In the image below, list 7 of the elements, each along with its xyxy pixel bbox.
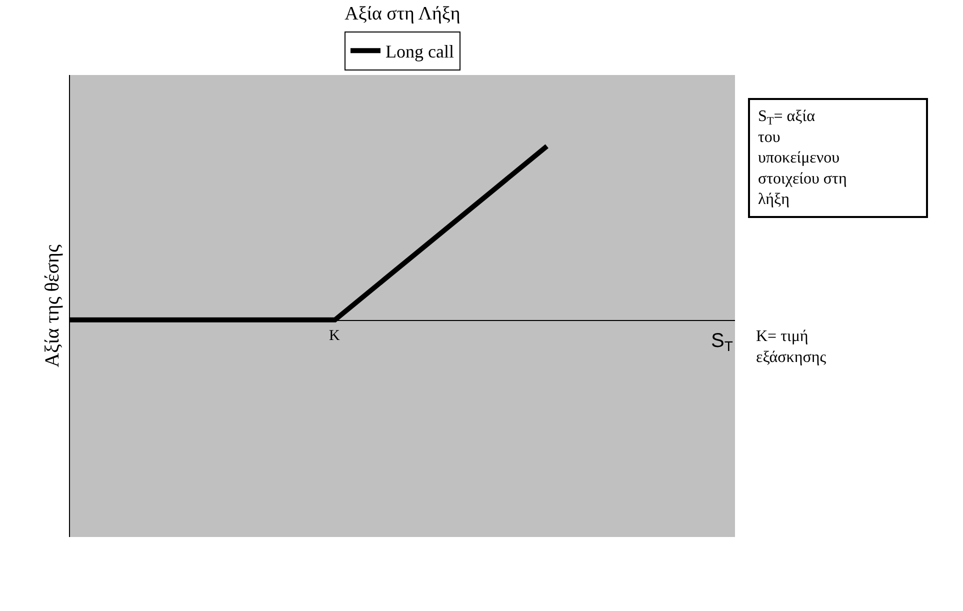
y-axis-title: Αξία της θέσης: [42, 244, 64, 368]
annotation: K: [329, 328, 340, 344]
text: S$_{T}$= αξία του υποκείμενου στοιχείου στη λήξη: [758, 108, 847, 208]
text: K= τιμή εξάσκησης: [756, 328, 827, 366]
legend-label: Long call: [386, 42, 454, 62]
x-axis-title: S$_{T}$: [711, 330, 734, 354]
chart-title: Αξία στη Λήξη: [344, 3, 460, 24]
